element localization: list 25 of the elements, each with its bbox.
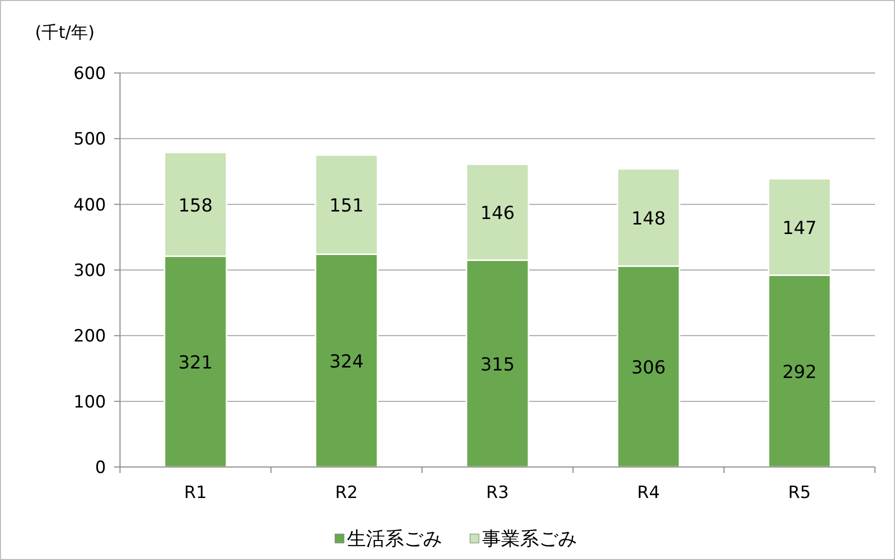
x-tick-label: R1 <box>184 483 207 503</box>
data-label: 321 <box>178 352 213 374</box>
data-label: 158 <box>178 195 213 216</box>
legend-label: 生活系ごみ <box>347 528 442 550</box>
data-label: 315 <box>480 354 515 376</box>
x-tick-label: R2 <box>335 483 358 503</box>
y-tick-label: 300 <box>74 261 106 281</box>
data-label: 146 <box>480 203 515 224</box>
data-label: 148 <box>631 208 666 230</box>
data-label: 324 <box>329 352 364 373</box>
y-tick-label: 0 <box>95 458 106 478</box>
y-tick-label: 600 <box>74 64 106 84</box>
y-axis-title: (千t/年) <box>35 23 95 43</box>
data-label: 147 <box>782 218 817 239</box>
x-tick-label: R5 <box>788 483 811 503</box>
y-tick-label: 200 <box>74 326 106 347</box>
legend-label: 事業系ごみ <box>482 528 577 550</box>
data-label: 306 <box>631 358 666 379</box>
data-label: 151 <box>329 196 364 217</box>
y-tick-label: 100 <box>74 392 106 412</box>
data-label: 292 <box>782 362 817 384</box>
y-tick-label: 500 <box>74 130 106 150</box>
x-tick-label: R4 <box>637 483 660 503</box>
y-tick-label: 400 <box>74 195 106 216</box>
x-tick-label: R3 <box>486 483 509 503</box>
